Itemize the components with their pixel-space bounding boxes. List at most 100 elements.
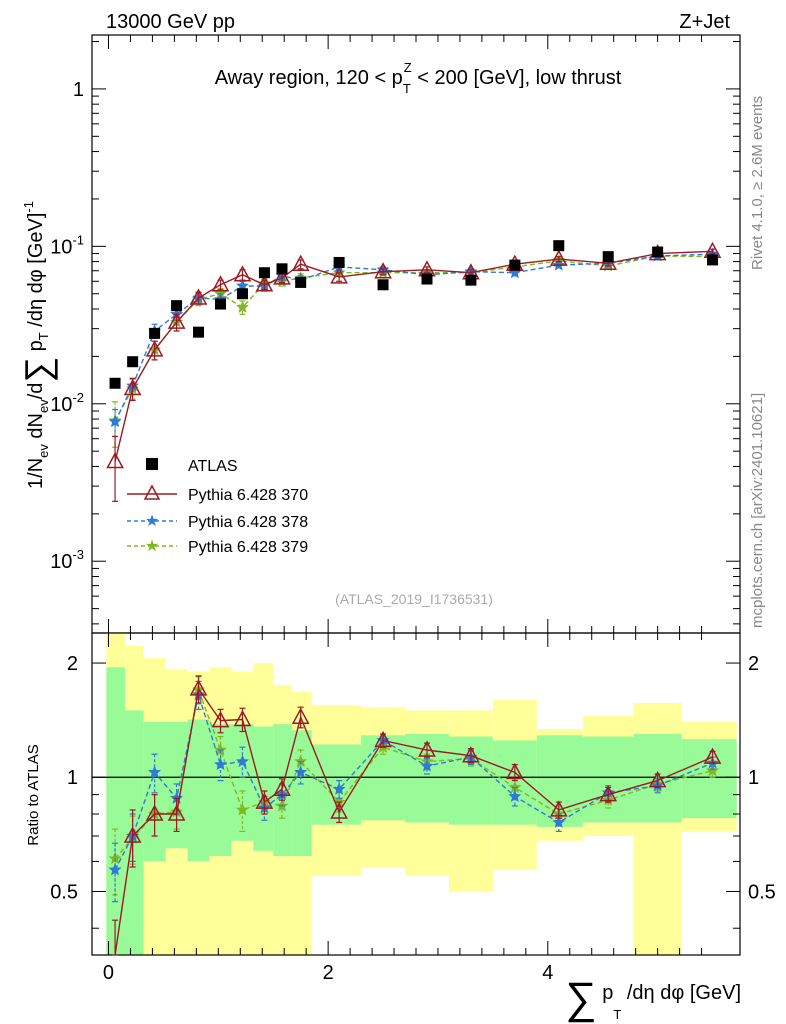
- ratio-point-378: [420, 759, 434, 772]
- ratio-point-370: [418, 740, 436, 757]
- legend-marker-378: ★: [145, 513, 159, 530]
- main-point-370: [330, 267, 348, 284]
- ratio-point-370: [255, 792, 274, 809]
- main-point-atlas: [652, 246, 664, 258]
- ratio-point-370: [599, 785, 618, 802]
- ratio-y-tick-label-left: 0.5: [50, 881, 78, 903]
- main-point-atlas: [258, 267, 270, 279]
- main-y-axis-label: 1/Nev dNev/d∑ pT /dη dφ [GeV]-1: [17, 201, 58, 489]
- main-point-atlas: [236, 288, 248, 300]
- main-point-atlas: [149, 327, 161, 339]
- main-point-atlas: [465, 274, 477, 286]
- main-y-tick-label: 10-2: [50, 390, 84, 416]
- main-point-atlas: [215, 298, 227, 310]
- ratio-point-370: [145, 804, 164, 821]
- main-point-atlas: [127, 356, 139, 368]
- ratio-point-370: [374, 730, 392, 748]
- main-point-atlas: [295, 276, 307, 288]
- main-point-atlas: [276, 263, 288, 275]
- main-y-tick-label: 10-1: [50, 232, 84, 258]
- main-point-370: [145, 340, 164, 357]
- ratio-point-370: [211, 711, 230, 728]
- header-energy-label: 13000 GeV pp: [106, 11, 235, 33]
- main-point-atlas: [193, 326, 205, 338]
- analysis-tag: (ATLAS_2019_I1736531): [335, 591, 493, 607]
- ratio-band-inner-bin: [311, 744, 362, 825]
- ratio-point-378: [214, 757, 227, 771]
- ratio-y-tick-label-right: 0.5: [748, 881, 776, 903]
- header-process-label: Z+Jet: [679, 11, 730, 33]
- main-point-370: [255, 275, 274, 292]
- legend-marker-atlas: [146, 458, 158, 470]
- main-point-atlas: [553, 240, 565, 252]
- main-point-370: [211, 275, 230, 292]
- ratio-point-378: [148, 765, 162, 778]
- svg-text:1/Nev dNev/d∑ pT /dη dφ [GeV]: 1/Nev dNev/d∑ pT /dη dφ [GeV]-1: [17, 201, 58, 489]
- main-point-atlas: [602, 251, 614, 263]
- ratio-band-inner-bin: [187, 719, 210, 862]
- ratio-uncertainty-bands: [106, 633, 737, 955]
- main-point-atlas: [171, 300, 183, 312]
- ratio-point-378: [508, 789, 522, 802]
- ratio-point-370: [330, 802, 348, 819]
- main-series-line-2: [114, 253, 713, 423]
- ratio-point-370: [549, 800, 568, 817]
- ratio-band-inner-bin: [106, 667, 125, 955]
- ratio-point-370: [648, 771, 667, 788]
- ratio-band-inner-bin: [253, 726, 274, 851]
- main-point-370: [233, 265, 252, 282]
- ratio-point-370: [462, 746, 480, 763]
- main-point-atlas: [333, 256, 345, 268]
- main-series-layer: [106, 240, 722, 502]
- main-point-atlas: [509, 259, 521, 271]
- main-point-370: [123, 378, 142, 396]
- ratio-band-inner-bin: [209, 724, 232, 857]
- main-point-370: [167, 312, 186, 329]
- legend-marker-379: ★: [145, 538, 159, 555]
- main-point-370: [189, 288, 208, 305]
- ratio-point-370: [167, 804, 186, 821]
- ratio-point-378: [332, 782, 346, 795]
- ratio-point-378: [294, 765, 308, 778]
- main-point-370: [106, 451, 124, 469]
- main-point-379: [236, 300, 249, 313]
- ratio-band-inner-bin: [231, 724, 254, 841]
- main-point-370: [273, 268, 291, 285]
- ratio-band-inner-bin: [681, 739, 737, 819]
- main-point-atlas: [109, 377, 121, 389]
- ratio-point-378: [552, 815, 566, 828]
- main-point-atlas: [707, 254, 719, 266]
- ratio-band-inner-bin: [582, 736, 634, 823]
- x-tick-label: 4: [542, 962, 553, 984]
- rivet-version-label: Rivet 4.1.0, ≥ 2.6M events: [749, 96, 766, 270]
- main-point-370: [599, 253, 618, 271]
- ratio-point-370: [291, 707, 310, 724]
- legend-label-379: Pythia 6.428 379: [188, 539, 308, 556]
- ratio-point-379: [706, 764, 719, 777]
- ratio-axis-ticks: 0.5 0.5 1 1 2 2 0 2 4: [50, 633, 776, 984]
- ratio-point-370: [233, 709, 252, 727]
- legend-label-atlas: ATLAS: [188, 458, 238, 475]
- ratio-point-378: [236, 754, 249, 768]
- ratio-y-tick-label-right: 2: [748, 653, 759, 675]
- ratio-point-370: [123, 826, 142, 843]
- ratio-y-tick-label-right: 1: [748, 767, 759, 789]
- mcplots-source-label: mcplots.cern.ch [arXiv:2401.10621]: [749, 393, 766, 628]
- main-axis-ticks: 10-3 10-2 10-1 1: [50, 35, 740, 633]
- ratio-point-370: [703, 747, 722, 764]
- ratio-point-379: [108, 851, 122, 865]
- ratio-y-tick-label-left: 1: [67, 767, 78, 789]
- main-title: Away region, 120 < pTZ < 200 [GeV], low …: [215, 60, 622, 96]
- ratio-y-tick-label-left: 2: [67, 653, 78, 675]
- main-series-line-3: [114, 255, 713, 422]
- ratio-point-370: [273, 779, 291, 796]
- ratio-point-379: [236, 803, 249, 816]
- x-axis-label: ∑ pT /dη dφ [GeV]: [565, 974, 741, 1023]
- legend-marker-370: [143, 484, 161, 500]
- legend-label-378: Pythia 6.428 378: [188, 514, 308, 531]
- x-tick-label: 2: [323, 962, 334, 984]
- main-point-370: [374, 262, 392, 279]
- x-tick-label: 0: [103, 962, 114, 984]
- main-point-atlas: [421, 273, 433, 285]
